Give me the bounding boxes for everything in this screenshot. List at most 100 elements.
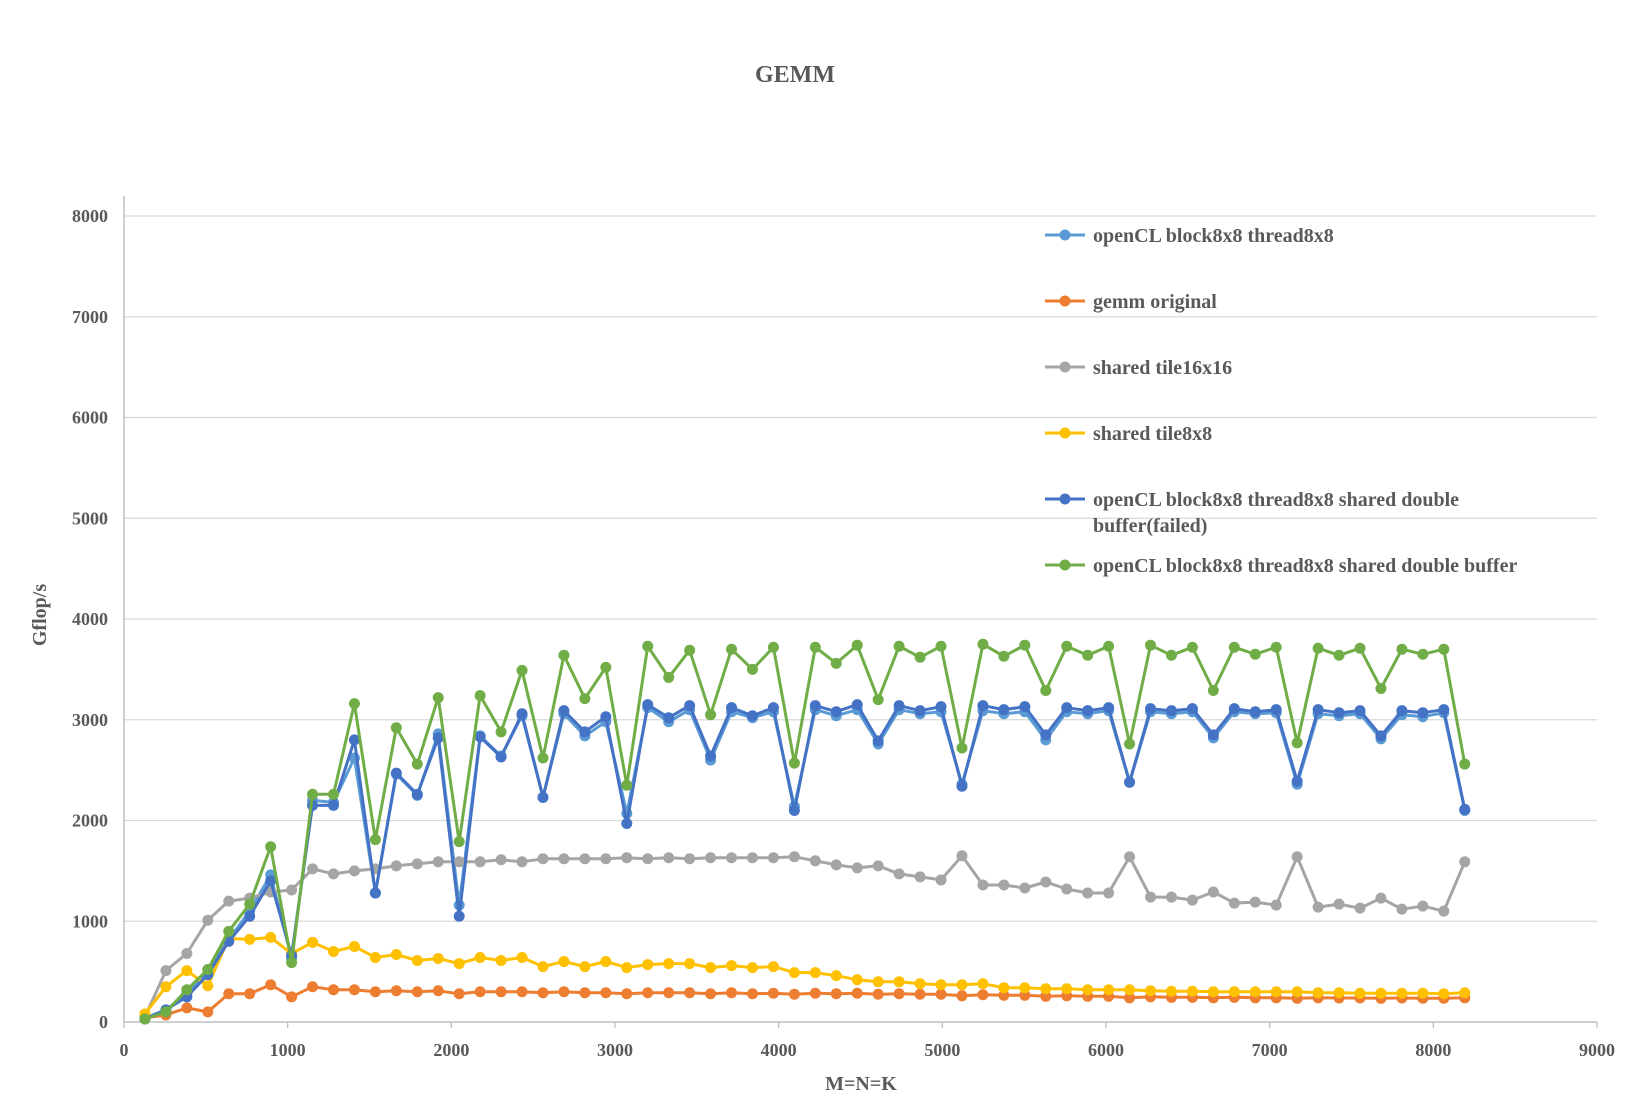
data-point: [1249, 896, 1261, 908]
data-point: [1228, 641, 1240, 653]
data-point: [265, 931, 277, 943]
data-point: [600, 987, 612, 999]
series-line: [143, 854, 1467, 1018]
data-point: [244, 910, 256, 922]
data-point: [495, 751, 507, 763]
data-point: [1270, 986, 1282, 998]
plot-area: [139, 638, 1471, 1025]
data-point: [348, 984, 360, 996]
data-point: [495, 955, 507, 967]
data-point: [977, 989, 989, 1001]
data-point: [1354, 642, 1366, 654]
data-point: [1270, 899, 1282, 911]
data-point: [411, 955, 423, 967]
data-point: [767, 641, 779, 653]
data-point: [663, 852, 675, 864]
data-point: [1459, 803, 1471, 815]
data-point: [1082, 649, 1094, 661]
data-point: [537, 961, 549, 973]
data-point: [1103, 640, 1115, 652]
data-point: [495, 986, 507, 998]
data-point: [265, 841, 277, 853]
series-line: [144, 983, 1465, 1020]
y-tick-label: 2000: [72, 811, 108, 831]
data-point: [935, 874, 947, 886]
data-point: [684, 853, 696, 865]
data-point: [977, 879, 989, 891]
data-point: [600, 853, 612, 865]
data-point: [1333, 987, 1345, 999]
data-point: [914, 988, 926, 1000]
data-point: [223, 988, 235, 1000]
data-point: [286, 991, 298, 1003]
data-point: [1438, 905, 1450, 917]
data-point: [767, 852, 779, 864]
data-point: [369, 952, 381, 964]
data-point: [851, 639, 863, 651]
data-point: [1082, 705, 1094, 717]
data-point: [1312, 901, 1324, 913]
data-point: [1082, 984, 1094, 996]
data-point: [327, 945, 339, 957]
data-point: [1417, 707, 1429, 719]
data-point: [411, 788, 423, 800]
data-point: [1396, 705, 1408, 717]
series-line: [143, 935, 1465, 1015]
data-point: [998, 989, 1010, 1001]
x-tick-label: 7000: [1252, 1040, 1288, 1060]
data-point: [956, 990, 968, 1002]
data-point: [1354, 705, 1366, 717]
data-point: [1228, 986, 1240, 998]
data-point: [830, 657, 842, 669]
x-axis-ticks: 0 1000 2000 3000 4000 5000 6000 7000 8000 9000: [120, 1040, 1616, 1060]
data-point: [1165, 891, 1177, 903]
data-point: [1438, 704, 1450, 716]
data-point: [1270, 641, 1282, 653]
data-point: [746, 852, 758, 864]
data-point: [390, 722, 402, 734]
data-point: [809, 641, 821, 653]
y-axis-title: Gflop/s: [29, 584, 51, 646]
data-point: [998, 704, 1010, 716]
data-point: [1186, 703, 1198, 715]
data-point: [1103, 887, 1115, 899]
data-point: [348, 940, 360, 952]
data-point: [914, 871, 926, 883]
data-point: [348, 865, 360, 877]
data-point: [788, 967, 800, 979]
data-point: [600, 956, 612, 968]
data-point: [327, 799, 339, 811]
data-point: [453, 836, 465, 848]
data-point: [558, 649, 570, 661]
data-point: [642, 853, 654, 865]
legend-marker: [1059, 493, 1071, 505]
legend-label: gemm original: [1093, 291, 1217, 313]
data-point: [956, 979, 968, 991]
data-point: [1291, 775, 1303, 787]
legend-marker: [1059, 295, 1071, 307]
data-point: [746, 962, 758, 974]
data-point: [432, 732, 444, 744]
data-point: [726, 987, 738, 999]
data-point: [516, 986, 528, 998]
legend-marker: [1059, 361, 1071, 373]
data-point: [1438, 988, 1450, 1000]
data-point: [893, 700, 905, 712]
data-point: [1312, 642, 1324, 654]
data-point: [390, 767, 402, 779]
data-point: [726, 643, 738, 655]
legend-entry: shared tile8x8: [1045, 423, 1212, 445]
data-point: [872, 988, 884, 1000]
data-point: [327, 788, 339, 800]
data-point: [558, 986, 570, 998]
data-point: [1019, 882, 1031, 894]
data-point: [558, 705, 570, 717]
data-point: [1040, 990, 1052, 1002]
data-point: [998, 879, 1010, 891]
data-point: [1291, 737, 1303, 749]
data-point: [327, 984, 339, 996]
data-point: [830, 706, 842, 718]
data-point: [579, 693, 591, 705]
data-point: [1333, 707, 1345, 719]
